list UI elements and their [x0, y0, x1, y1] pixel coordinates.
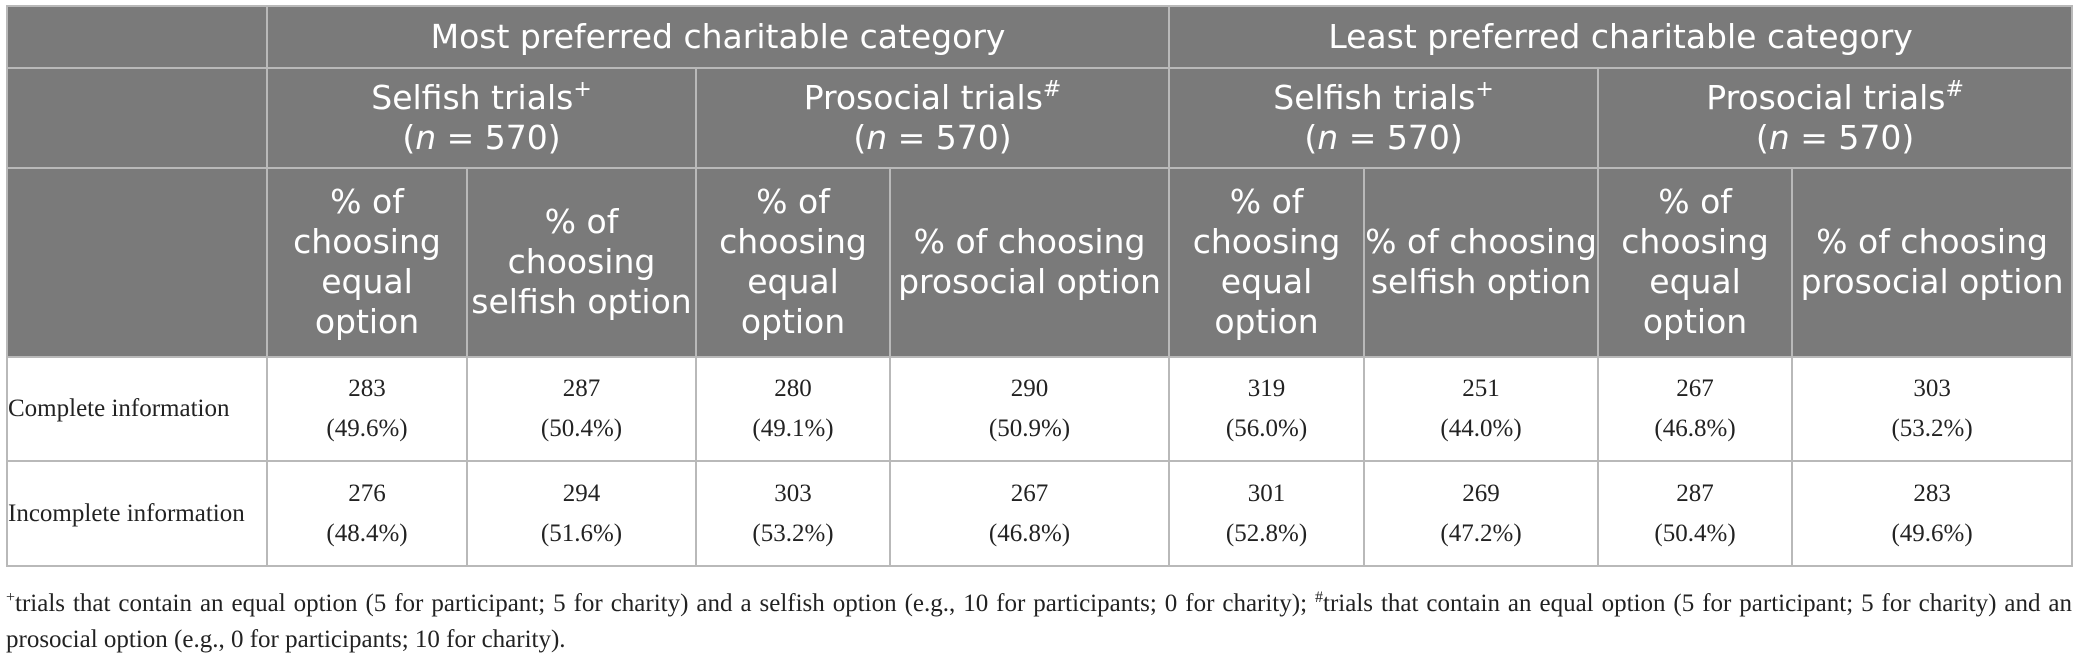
category-header-least-preferred: Least preferred charitable category: [1168, 5, 2074, 69]
n-label: n: [415, 117, 437, 157]
column-header: % of choosing equal option: [1597, 167, 1794, 358]
header-row-trial-groups: Selfish trials+ (n = 570) Prosocial tria…: [6, 66, 2074, 170]
n-value: = 570): [1348, 117, 1463, 157]
cell-count: 280: [774, 375, 812, 403]
cell-count: 287: [1676, 479, 1714, 507]
data-cell: 319 (56.0%): [1168, 355, 1366, 463]
column-header: % of choosing equal option: [695, 167, 891, 358]
cell-percent: (50.4%): [1654, 519, 1736, 547]
cell-percent: (51.6%): [540, 519, 623, 547]
cell-count: 269: [1462, 479, 1500, 507]
n-value: = 570): [897, 117, 1012, 157]
cell-percent: (49.1%): [752, 415, 834, 443]
footnote-text-selfish: trials that contain an equal option (5 f…: [15, 590, 1308, 617]
data-cell: 290 (50.9%): [888, 355, 1171, 463]
group-header-most-selfish: Selfish trials+ (n = 570): [266, 66, 697, 170]
cell-percent: (46.8%): [988, 519, 1071, 547]
cell-percent: (47.2%): [1440, 519, 1522, 547]
cell-percent: (49.6%): [1891, 519, 1973, 547]
data-cell: 287 (50.4%): [466, 355, 697, 463]
row-label: Complete information: [6, 355, 268, 463]
cell-count: 301: [1247, 479, 1286, 507]
data-cell: 267 (46.8%): [888, 460, 1171, 567]
data-cell: 283 (49.6%): [266, 355, 468, 463]
footnote-text-prosocial: trials that contain an equal option (5 f…: [6, 590, 2073, 653]
results-table: Most preferred charitable category Least…: [6, 5, 2074, 567]
row-label: Incomplete information: [6, 460, 268, 567]
data-cell: 269 (47.2%): [1363, 460, 1600, 567]
group-label: Prosocial trials: [803, 77, 1043, 117]
header-corner: [6, 167, 268, 358]
cell-percent: (44.0%): [1440, 415, 1522, 443]
cell-count: 287: [562, 375, 601, 403]
n-value: = 570): [446, 117, 561, 157]
plus-footnote-mark: +: [6, 589, 16, 606]
hash-footnote-mark: #: [1315, 589, 1323, 606]
cell-percent: (52.8%): [1225, 519, 1308, 547]
cell-count: 303: [774, 479, 812, 507]
cell-percent: (50.9%): [988, 415, 1071, 443]
data-cell: 251 (44.0%): [1363, 355, 1600, 463]
cell-count: 267: [1010, 479, 1049, 507]
cell-percent: (53.2%): [752, 519, 834, 547]
cell-count: 276: [348, 479, 386, 507]
column-header: % of choosing selfish option: [466, 167, 697, 358]
group-label: Prosocial trials: [1706, 77, 1946, 117]
hash-footnote-mark: #: [1042, 76, 1062, 102]
group-header-least-prosocial: Prosocial trials# (n = 570): [1597, 66, 2074, 170]
column-header: % of choosing equal option: [1168, 167, 1366, 358]
cell-count: 283: [1913, 479, 1951, 507]
data-cell: 280 (49.1%): [695, 355, 891, 463]
hash-footnote-mark: #: [1945, 76, 1964, 102]
cell-count: 319: [1247, 375, 1286, 403]
table-footnote: +trials that contain an equal option (5 …: [6, 586, 2072, 658]
table-row: Incomplete information 276 (48.4%) 294 (51…: [6, 460, 2074, 567]
table-row: Complete information 283 (49.6%) 287 (50.4…: [6, 355, 2074, 463]
data-cell: 294 (51.6%): [466, 460, 697, 567]
group-label: Selfish trials: [1273, 77, 1476, 117]
plus-footnote-mark: +: [1475, 76, 1494, 102]
cell-percent: (46.8%): [1654, 415, 1736, 443]
group-header-least-selfish: Selfish trials+ (n = 570): [1168, 66, 1600, 170]
column-header: % of choosing selfish option: [1363, 167, 1600, 358]
n-label: n: [1317, 117, 1339, 157]
data-cell: 301 (52.8%): [1168, 460, 1366, 567]
header-row-columns: % of choosing equal option % of choosing…: [6, 167, 2074, 358]
cell-count: 267: [1676, 375, 1714, 403]
cell-count: 283: [348, 375, 386, 403]
data-cell: 303 (53.2%): [1791, 355, 2074, 463]
cell-count: 294: [562, 479, 601, 507]
plus-footnote-mark: +: [573, 76, 592, 102]
cell-percent: (53.2%): [1891, 415, 1973, 443]
category-header-most-preferred: Most preferred charitable category: [265, 5, 1171, 69]
column-header: % of choosing prosocial option: [1791, 167, 2074, 358]
data-cell: 276 (48.4%): [266, 460, 468, 567]
column-header: % of choosing equal option: [266, 167, 468, 358]
cell-percent: (49.6%): [326, 415, 408, 443]
n-label: n: [1768, 117, 1790, 157]
cell-count: 290: [1010, 375, 1049, 403]
group-label: Selfish trials: [371, 77, 574, 117]
header-row-categories: Most preferred charitable category Least…: [6, 5, 2074, 69]
column-header: % of choosing prosocial option: [888, 167, 1171, 358]
header-corner: [6, 5, 268, 69]
cell-count: 303: [1913, 375, 1951, 403]
cell-count: 251: [1462, 375, 1500, 403]
data-cell: 287 (50.4%): [1597, 460, 1794, 567]
cell-percent: (56.0%): [1225, 415, 1308, 443]
data-cell: 303 (53.2%): [695, 460, 891, 567]
n-label: n: [866, 117, 888, 157]
header-corner: [6, 66, 268, 170]
cell-percent: (48.4%): [326, 519, 408, 547]
data-cell: 267 (46.8%): [1597, 355, 1794, 463]
n-value: = 570): [1800, 117, 1915, 157]
data-cell: 283 (49.6%): [1791, 460, 2074, 567]
group-header-most-prosocial: Prosocial trials# (n = 570): [694, 66, 1171, 170]
cell-percent: (50.4%): [540, 415, 623, 443]
